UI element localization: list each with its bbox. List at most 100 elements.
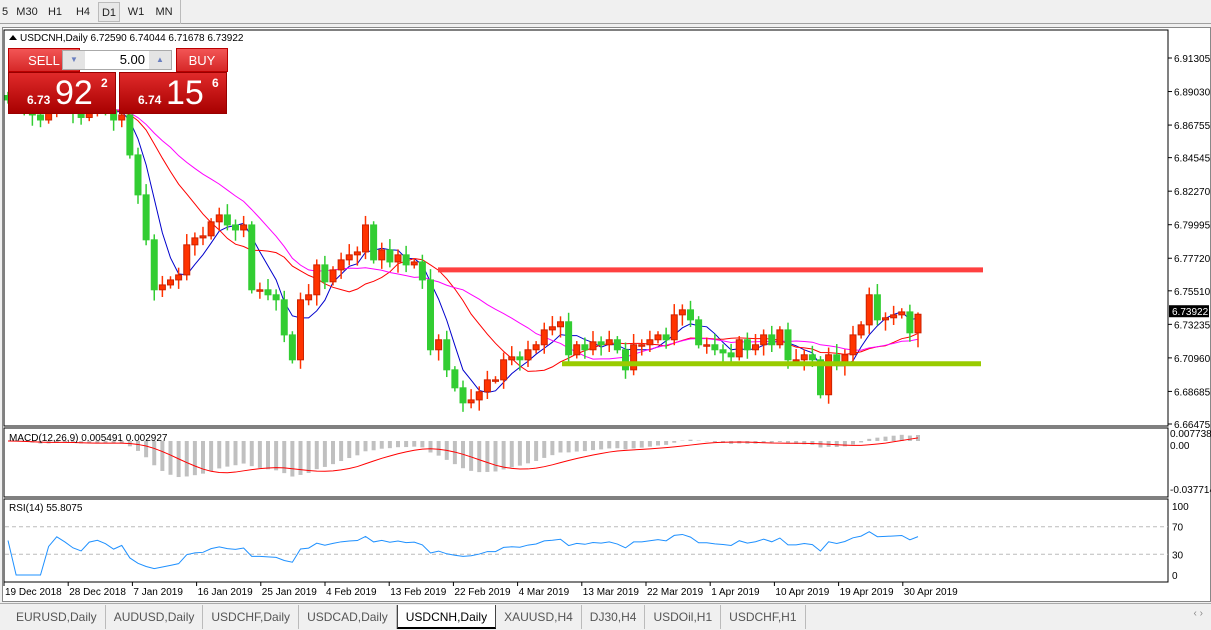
candle-body: [622, 349, 629, 371]
candle-body: [240, 224, 248, 231]
tab-dj30-h4[interactable]: DJ30,H4: [582, 605, 646, 629]
increase-lot-arrow-icon[interactable]: ▲: [149, 51, 171, 69]
tab-eurusd-daily[interactable]: EURUSD,Daily: [8, 605, 106, 629]
price-tick-label: 6.68685: [1174, 387, 1211, 398]
candle: [240, 215, 248, 238]
candle: [662, 327, 670, 349]
candle-body: [654, 334, 662, 341]
macd-tick-label: 0.007738: [1170, 429, 1211, 440]
rsi-line: [7, 531, 919, 576]
lot-size-input[interactable]: 5.00: [119, 52, 145, 67]
candle-body: [435, 339, 443, 351]
timeframe-mn[interactable]: MN: [155, 6, 173, 18]
candle-body: [150, 239, 158, 291]
candle-body: [662, 334, 670, 341]
candle-body: [158, 284, 166, 291]
candle-body: [882, 317, 889, 321]
candle-body: [873, 294, 881, 321]
tab-audusd-daily[interactable]: AUDUSD,Daily: [106, 605, 204, 629]
date-label: 25 Jan 2019: [262, 587, 317, 598]
tab-usdoil-h1[interactable]: USDOil,H1: [645, 605, 722, 629]
candle: [459, 380, 467, 412]
candle: [353, 246, 361, 266]
candle-body: [427, 279, 434, 351]
decrease-lot-arrow-icon[interactable]: ▼: [63, 51, 85, 69]
price-tick-label: 6.79995: [1174, 221, 1211, 232]
candle: [167, 276, 174, 289]
candle-body: [817, 359, 824, 396]
timeframe-h1[interactable]: H1: [47, 6, 63, 18]
timeframe-w1[interactable]: W1: [127, 6, 145, 18]
timeframe-d1[interactable]: D1: [98, 2, 120, 22]
tab-usdchf-daily[interactable]: USDCHF,Daily: [203, 605, 300, 629]
candle: [890, 305, 898, 326]
candle: [370, 221, 378, 264]
timeframe-h4[interactable]: H4: [75, 6, 91, 18]
candle-body: [508, 356, 516, 361]
lot-size-stepper[interactable]: ▼ 5.00 ▲: [62, 50, 172, 70]
candle: [776, 326, 784, 349]
tab-scroll-arrows-icon[interactable]: ‹ ›: [1193, 608, 1203, 619]
tab-usdcad-daily[interactable]: USDCAD,Daily: [299, 605, 397, 629]
tab-usdcnh-daily[interactable]: USDCNH,Daily: [396, 605, 497, 629]
candle: [402, 245, 410, 273]
candle-body: [175, 274, 183, 281]
buy-button[interactable]: BUY: [176, 48, 228, 72]
candle: [873, 284, 881, 326]
timeframe-5[interactable]: 5: [1, 6, 9, 18]
candle: [183, 234, 191, 281]
candle-body: [800, 354, 808, 361]
candle-body: [232, 224, 239, 231]
rsi-tick-label: 0: [1172, 571, 1178, 582]
candle-body: [540, 329, 548, 346]
candle: [475, 386, 483, 411]
candle: [435, 334, 443, 361]
rsi-tick-label: 70: [1172, 523, 1184, 534]
candle-body: [443, 339, 451, 371]
candle-body: [573, 344, 581, 356]
candle: [443, 330, 451, 378]
sell-price[interactable]: 6.73 92 2: [8, 72, 116, 114]
toolbar-divider: [180, 0, 181, 24]
macd-tick-label: -0.037714: [1170, 485, 1211, 496]
candle: [695, 316, 703, 349]
chart-window[interactable]: [2, 27, 1211, 602]
tab-xauusd-h4[interactable]: XAUUSD,H4: [496, 605, 582, 629]
candle-body: [223, 214, 231, 226]
candle-body: [191, 237, 199, 246]
timeframe-m30[interactable]: M30: [16, 6, 38, 18]
candle-body: [483, 379, 491, 393]
candle-body: [890, 314, 898, 319]
candle-body: [207, 221, 215, 237]
candle-body: [492, 379, 499, 382]
candle: [158, 275, 166, 298]
candle: [207, 218, 215, 240]
candle: [752, 334, 759, 356]
candle: [313, 259, 321, 306]
candle-body: [914, 313, 922, 334]
candle-body: [695, 319, 703, 346]
candle: [849, 325, 857, 363]
candle: [337, 252, 345, 279]
rsi-panel-border: [3, 498, 1169, 583]
candle: [492, 376, 499, 384]
candle-body: [760, 334, 768, 346]
tab-usdchf-h1[interactable]: USDCHF,H1: [721, 605, 806, 629]
buy-price[interactable]: 6.74 15 6: [119, 72, 227, 114]
candle-body: [264, 289, 272, 296]
candle-body: [183, 244, 191, 276]
buy-price-prefix: 6.74: [138, 93, 162, 107]
candle: [223, 204, 231, 231]
candle: [548, 316, 556, 336]
date-label: 19 Apr 2019: [840, 587, 894, 598]
candle: [175, 267, 183, 289]
candle-body: [418, 261, 426, 281]
price-tick-label: 6.86755: [1174, 121, 1211, 132]
candle: [142, 184, 150, 246]
candle-body: [37, 114, 44, 121]
price-tick-label: 6.82270: [1174, 187, 1211, 198]
candle-body: [410, 261, 418, 266]
date-label: 28 Dec 2018: [69, 587, 126, 598]
candle: [727, 343, 735, 365]
